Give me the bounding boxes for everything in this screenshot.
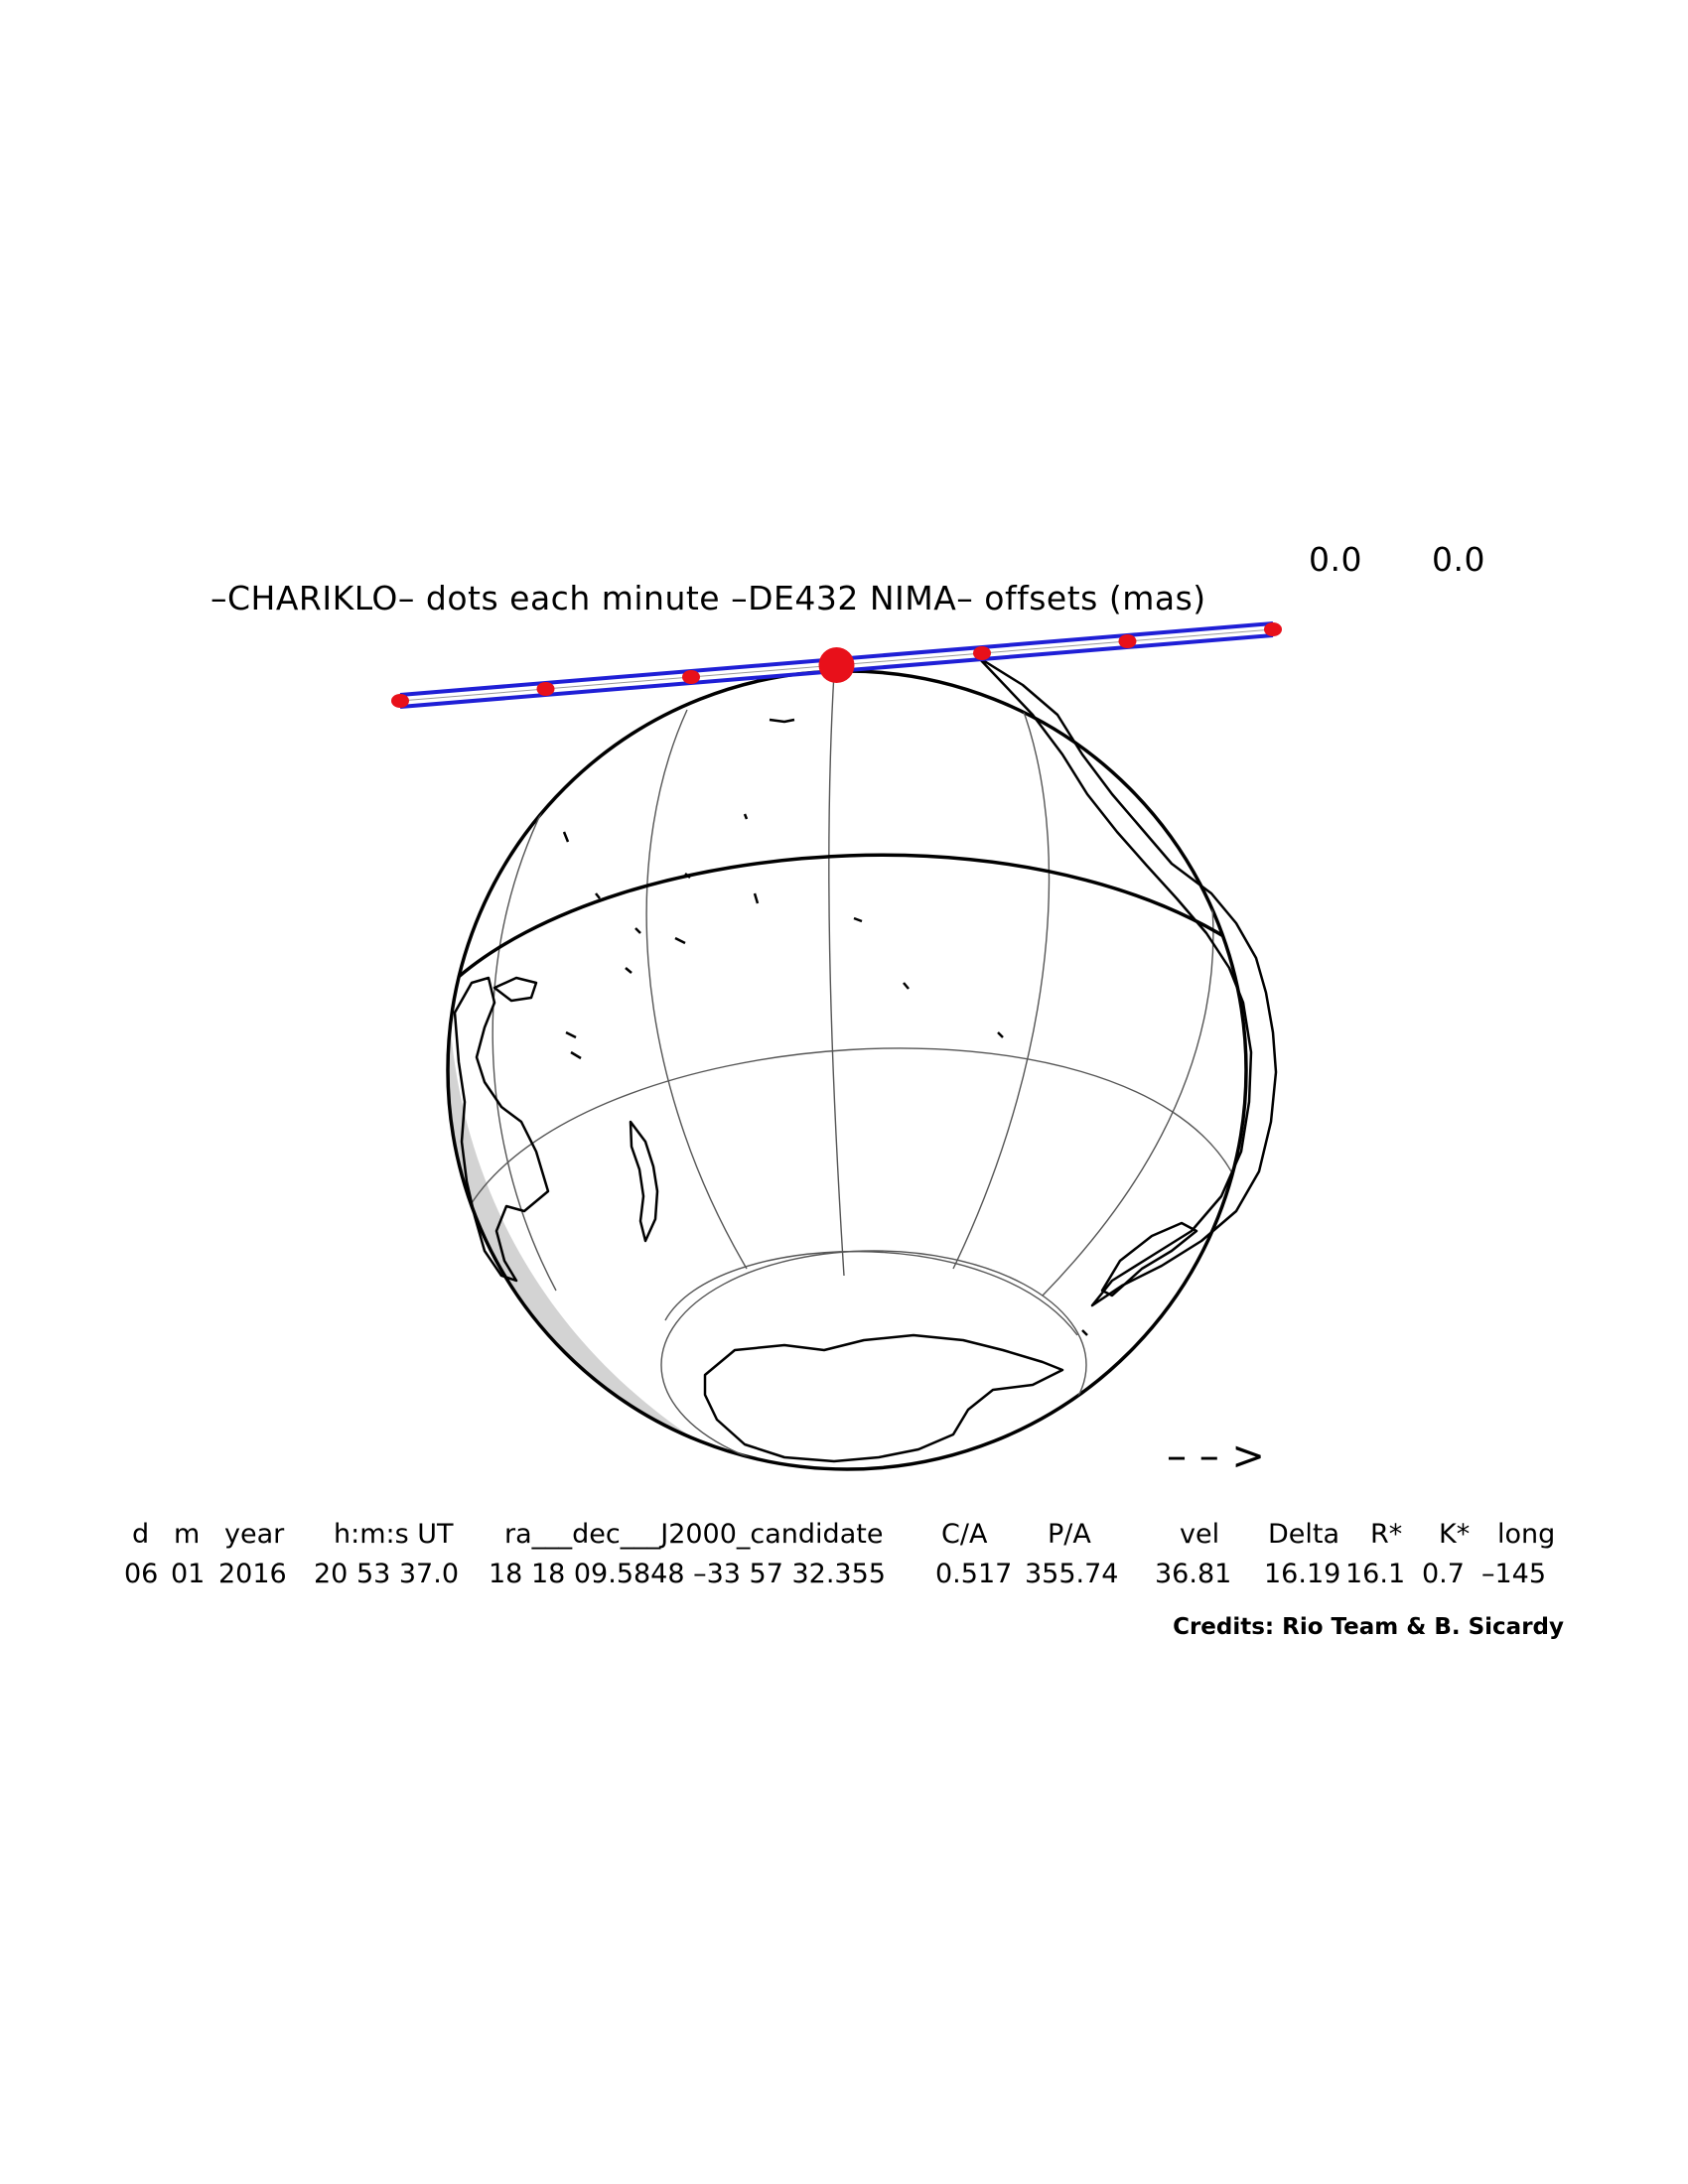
coast-australia xyxy=(453,976,550,1283)
value-pa: 355.74 xyxy=(1025,1559,1119,1589)
credits: Credits: Rio Team & B. Sicardy xyxy=(1173,1614,1564,1640)
header-kstar: K* xyxy=(1439,1519,1471,1550)
minute-dot xyxy=(391,694,409,708)
header-year: year xyxy=(224,1519,285,1550)
minute-dot xyxy=(1264,622,1282,636)
minute-dots xyxy=(391,622,1282,708)
coastlines xyxy=(453,655,1278,1463)
header-delta: Delta xyxy=(1268,1519,1340,1550)
coast-new-zealand xyxy=(629,1120,659,1243)
minute-dot xyxy=(682,670,700,684)
offset-dec: 0.0 xyxy=(1432,540,1485,579)
value-delta: 16.19 xyxy=(1264,1559,1341,1589)
header-rstar: R* xyxy=(1370,1519,1403,1550)
value-ca: 0.517 xyxy=(935,1559,1013,1589)
coast-new-guinea xyxy=(492,976,538,1003)
value-kstar: 0.7 xyxy=(1422,1559,1465,1589)
value-year: 2016 xyxy=(218,1559,287,1589)
value-m: 01 xyxy=(171,1559,206,1589)
offset-ra: 0.0 xyxy=(1309,540,1362,579)
value-radec: 18 18 09.5848 –33 57 32.355 xyxy=(489,1559,886,1589)
equator-line xyxy=(450,853,1246,985)
coast-south-america-tip xyxy=(1100,1221,1198,1297)
minute-dot xyxy=(973,646,991,660)
header-vel: vel xyxy=(1180,1519,1220,1550)
closest-approach-dot xyxy=(818,647,855,683)
value-vel: 36.81 xyxy=(1155,1559,1232,1589)
header-pa: P/A xyxy=(1048,1519,1091,1550)
header-ca: C/A xyxy=(941,1519,988,1550)
plot-title: –CHARIKLO– dots each minute –DE432 NIMA–… xyxy=(189,540,1485,695)
header-time: h:m:s UT xyxy=(334,1519,454,1550)
minute-dot xyxy=(1118,634,1137,648)
direction-arrow: – – > xyxy=(1167,1433,1265,1479)
minute-dot xyxy=(536,682,555,696)
value-rstar: 16.1 xyxy=(1345,1559,1406,1589)
coast-antarctica xyxy=(703,1333,1064,1463)
graticule xyxy=(466,672,1232,1469)
header-radec: ra___dec___J2000_candidate xyxy=(504,1519,884,1550)
header-d: d xyxy=(132,1519,150,1550)
title-text: –CHARIKLO– dots each minute –DE432 NIMA–… xyxy=(210,579,1206,617)
coast-americas xyxy=(976,655,1278,1307)
header-m: m xyxy=(174,1519,201,1550)
value-d: 06 xyxy=(124,1559,159,1589)
header-long: long xyxy=(1497,1519,1556,1550)
value-time: 20 53 37.0 xyxy=(314,1559,459,1589)
value-long: –145 xyxy=(1481,1559,1547,1589)
